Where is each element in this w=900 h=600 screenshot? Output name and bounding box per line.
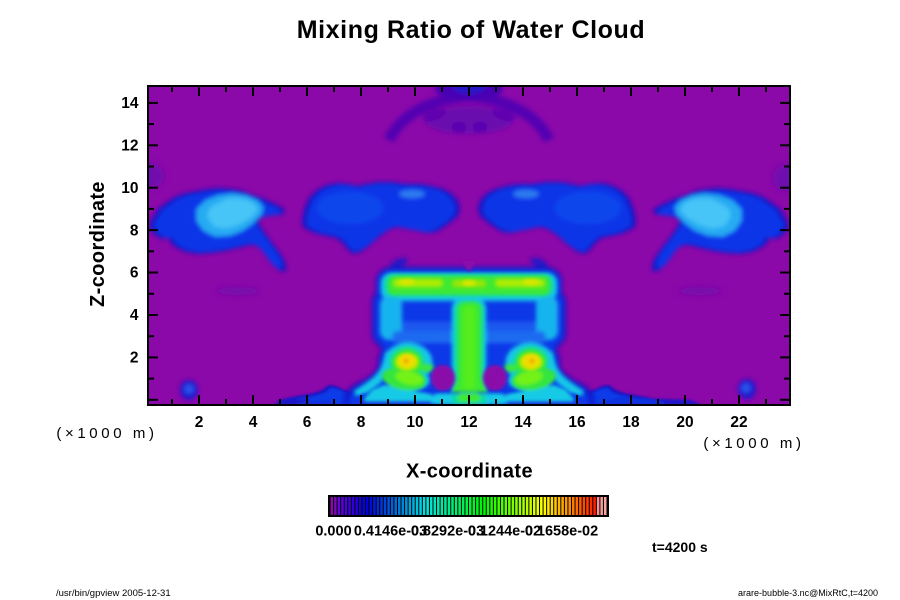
- svg-text:14: 14: [514, 414, 532, 431]
- svg-text:16: 16: [568, 414, 586, 431]
- svg-text:X-coordinate: X-coordinate: [406, 461, 533, 483]
- svg-text:20: 20: [676, 414, 693, 431]
- svg-text:10: 10: [406, 414, 423, 431]
- svg-text:t=4200 s: t=4200 s: [652, 539, 708, 555]
- svg-text:8: 8: [130, 222, 139, 239]
- svg-text:4: 4: [249, 414, 258, 431]
- svg-text:18: 18: [622, 414, 640, 431]
- svg-text:/usr/bin/gpview 2005-12-31: /usr/bin/gpview 2005-12-31: [56, 588, 171, 599]
- svg-text:14: 14: [121, 95, 139, 112]
- svg-text:12: 12: [121, 138, 138, 155]
- svg-text:0.1658e-02: 0.1658e-02: [525, 524, 598, 540]
- svg-text:0.4146e-03: 0.4146e-03: [354, 524, 427, 540]
- svg-text:2: 2: [130, 350, 139, 367]
- svg-text:arare-bubble-3.nc@MixRtC,t=420: arare-bubble-3.nc@MixRtC,t=4200: [738, 588, 878, 598]
- svg-text:12: 12: [460, 414, 477, 431]
- svg-text:6: 6: [303, 414, 312, 431]
- svg-text:(×1000 m): (×1000 m): [703, 435, 804, 452]
- svg-text:Z-coordinate: Z-coordinate: [87, 181, 109, 307]
- svg-text:0.8292e-03: 0.8292e-03: [411, 524, 484, 540]
- svg-text:(×1000 m): (×1000 m): [56, 425, 157, 442]
- svg-text:0.1244e-02: 0.1244e-02: [468, 524, 541, 540]
- svg-text:8: 8: [357, 414, 366, 431]
- svg-text:22: 22: [730, 414, 747, 431]
- svg-text:Mixing Ratio of Water Cloud: Mixing Ratio of Water Cloud: [297, 16, 646, 44]
- svg-text:0.000: 0.000: [315, 524, 351, 540]
- svg-text:6: 6: [130, 265, 139, 282]
- svg-text:2: 2: [195, 414, 204, 431]
- svg-text:10: 10: [121, 180, 138, 197]
- svg-text:4: 4: [130, 307, 139, 324]
